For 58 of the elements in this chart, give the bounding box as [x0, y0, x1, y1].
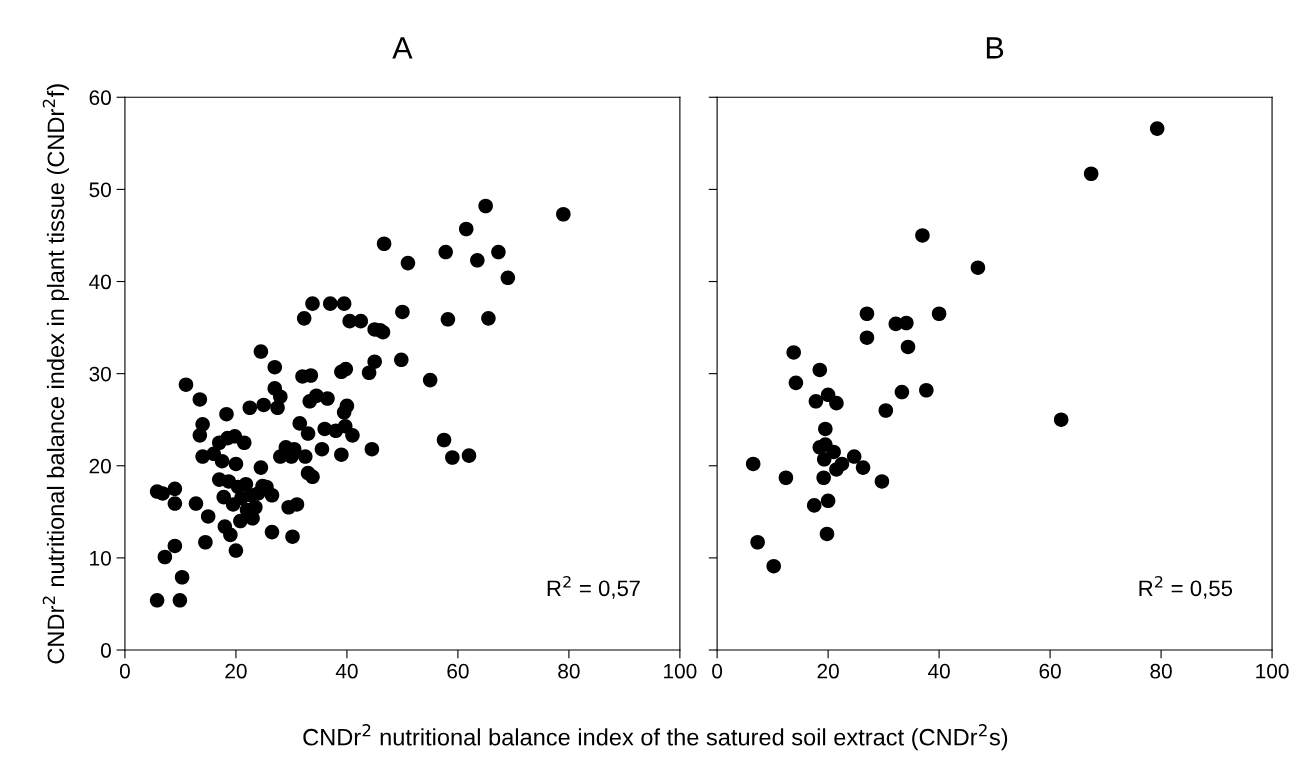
- y-tick-label: 0: [100, 643, 111, 658]
- point: [894, 384, 910, 400]
- annotation: R$^{2}$ = 0,57: [547, 575, 640, 599]
- point: [855, 460, 871, 475]
- y-tick-label: 40: [89, 274, 111, 290]
- x-tick-label: 100: [664, 663, 697, 679]
- point: [859, 306, 875, 322]
- x-tick-label: 0: [712, 663, 723, 679]
- y-tick-label: 60: [89, 90, 111, 106]
- point: [931, 306, 947, 322]
- chart-title: A: [392, 37, 413, 59]
- point: [750, 534, 765, 550]
- point: [1053, 412, 1069, 427]
- point: [788, 375, 804, 391]
- point: [766, 558, 781, 574]
- point: [1083, 166, 1099, 182]
- point: [846, 449, 862, 464]
- x-tick-label: 20: [817, 663, 839, 679]
- x-tick-label: 80: [1150, 663, 1172, 679]
- x-tick-label: 60: [1039, 663, 1061, 679]
- point: [826, 444, 841, 460]
- point: [808, 394, 824, 409]
- point: [778, 470, 794, 486]
- annotation: R$^{2}$ = 0,55: [1139, 575, 1233, 599]
- x-tick-label: 0: [119, 663, 130, 679]
- x-tick-label: 40: [335, 663, 358, 679]
- x-tick-label: 80: [558, 663, 580, 679]
- x-tick-label: 100: [1256, 663, 1289, 679]
- y-tick-label: 50: [89, 182, 111, 198]
- point: [970, 260, 986, 275]
- y-tick-label: 10: [90, 550, 111, 566]
- point: [900, 339, 916, 355]
- point: [874, 474, 890, 489]
- point: [806, 498, 822, 513]
- point: [915, 228, 930, 243]
- x-axis-title: CNDr$^{2}$ nutritional balance index of the satured soil extract (CNDr$^{2}$s): [303, 724, 1008, 751]
- point: [818, 421, 833, 437]
- chart-title: B: [986, 37, 1004, 59]
- point: [829, 395, 844, 411]
- point: [1149, 121, 1165, 136]
- point: [819, 526, 835, 542]
- point: [899, 315, 914, 331]
- y-tick-label: 20: [89, 458, 111, 474]
- point: [820, 493, 836, 509]
- point: [859, 330, 875, 345]
- y-axis-title: CNDr$^{2}$ nutritional balance index in plant tissue (CNDr$^{2}$f): [42, 84, 69, 664]
- point: [816, 452, 832, 467]
- point: [834, 456, 850, 472]
- point: [812, 362, 828, 378]
- point: [878, 403, 894, 418]
- y-tick-label: 30: [89, 366, 111, 382]
- point: [745, 456, 761, 472]
- x-tick-label: 60: [447, 663, 469, 679]
- point: [816, 470, 831, 486]
- x-tick-label: 20: [225, 663, 247, 679]
- point: [786, 345, 801, 360]
- point: [919, 382, 934, 398]
- x-tick-label: 40: [927, 663, 950, 679]
